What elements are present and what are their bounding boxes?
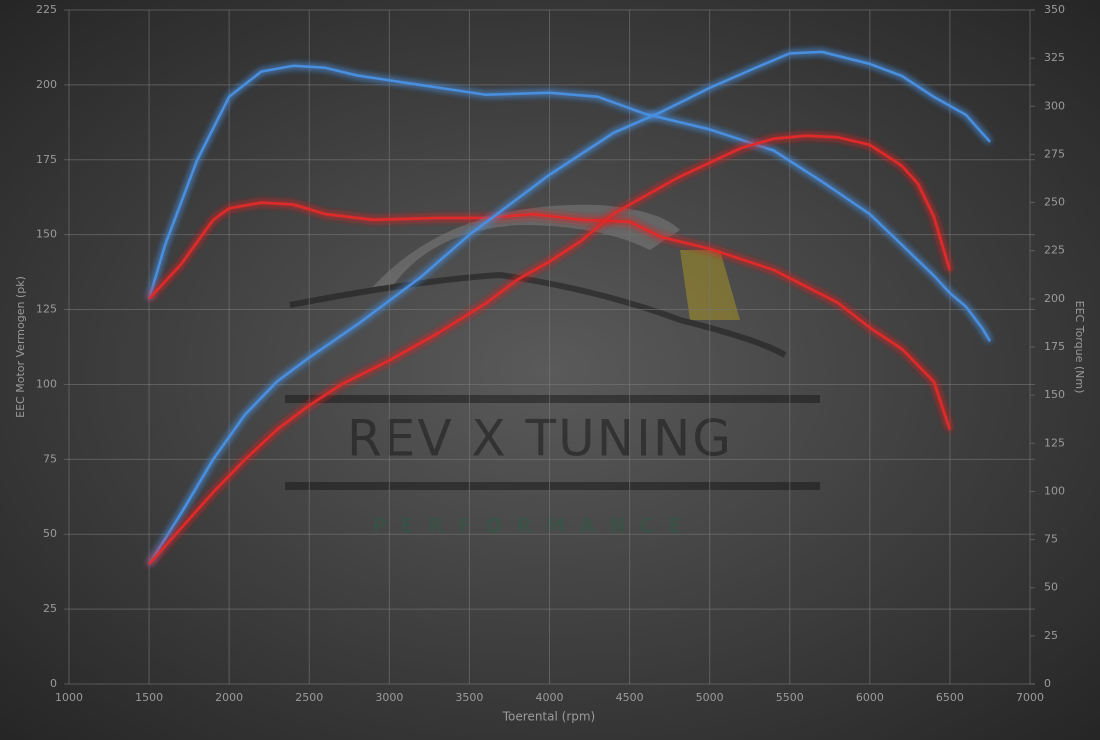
x-tick-label: 2500 [295,691,323,704]
watermark-title: REV X TUNING [347,410,733,468]
y2-tick-label: 125 [1044,436,1065,449]
y2-tick-label: 325 [1044,51,1065,64]
watermark-logo [285,204,820,490]
data-line [148,134,952,566]
y2-axis-label: EEC Torque (Nm) [1073,301,1086,394]
y2-tick-label: 225 [1044,244,1065,257]
y-tick-label: 125 [36,303,57,316]
watermark-subtitle: PERFORMANCE [372,514,696,538]
x-tick-label: 7000 [1016,691,1044,704]
y-tick-label: 100 [36,377,57,390]
x-tick-label: 2000 [215,691,243,704]
x-tick-label: 3000 [375,691,403,704]
y-tick-label: 0 [50,677,57,690]
data-line [147,64,992,342]
x-tick-label: 6500 [936,691,964,704]
y-tick-label: 75 [43,452,57,465]
y2-tick-label: 150 [1044,388,1065,401]
x-tick-label: 4500 [616,691,644,704]
y2-tick-label: 25 [1044,629,1058,642]
x-tick-label: 6000 [856,691,884,704]
x-tick-label: 5000 [696,691,724,704]
y2-tick-label: 0 [1044,677,1051,690]
y2-tick-label: 100 [1044,484,1065,497]
y-tick-label: 50 [43,527,57,540]
y-tick-label: 175 [36,153,57,166]
y2-tick-label: 250 [1044,196,1065,209]
y2-tick-label: 350 [1044,3,1065,16]
data-line [148,201,952,431]
x-axis-label: Toerental (rpm) [502,710,595,724]
y-tick-label: 225 [36,3,57,16]
x-tick-label: 5500 [776,691,804,704]
y-axis-label: EEC Motor Vermogen (pk) [14,276,27,418]
x-tick-label: 1500 [135,691,163,704]
x-tick-label: 1000 [55,691,83,704]
y2-tick-label: 50 [1044,581,1058,594]
y2-tick-label: 275 [1044,147,1065,160]
data-line [148,50,991,565]
y-tick-label: 25 [43,602,57,615]
x-tick-label: 4000 [536,691,564,704]
y2-tick-label: 200 [1044,292,1065,305]
y2-tick-label: 75 [1044,533,1058,546]
y2-tick-label: 300 [1044,99,1065,112]
x-tick-label: 3500 [455,691,483,704]
y2-tick-label: 175 [1044,340,1065,353]
y-tick-label: 200 [36,78,57,91]
y-tick-label: 150 [36,228,57,241]
